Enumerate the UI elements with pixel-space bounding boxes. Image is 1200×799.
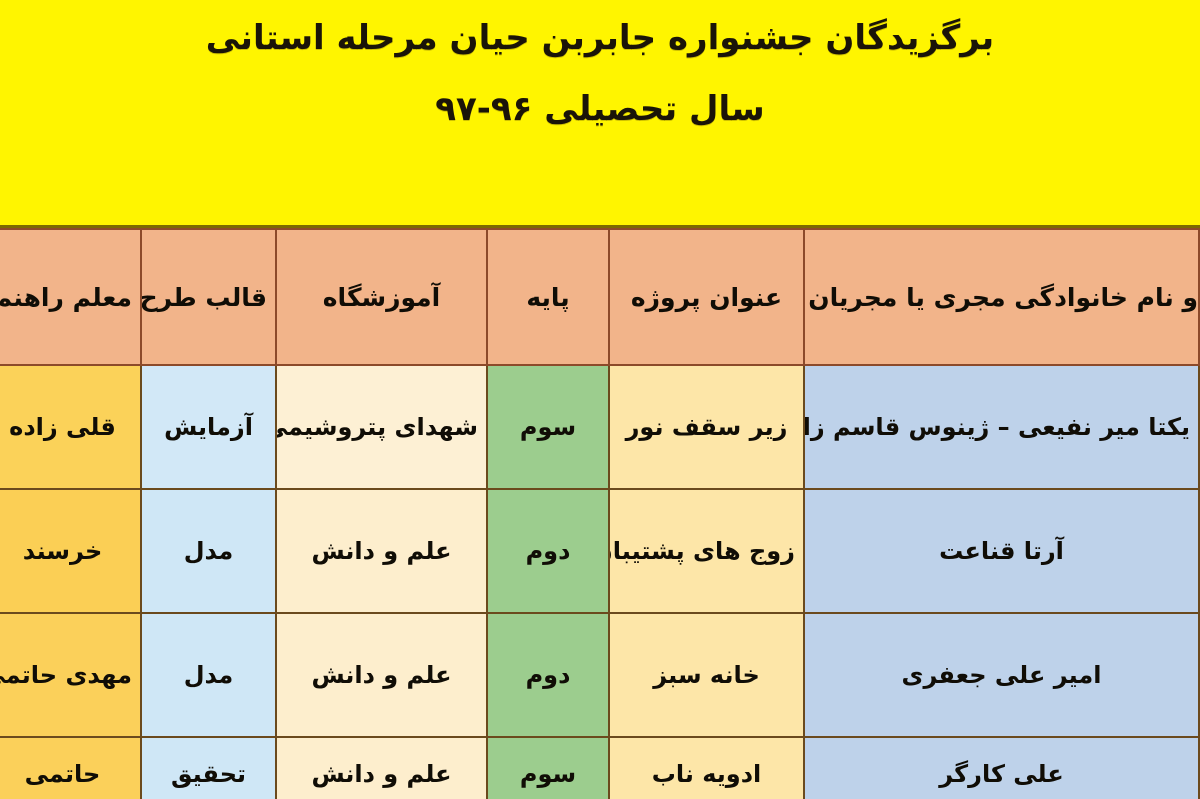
table-row: آرتا قناعت زوج های پشتیبان دوم علم و دان… xyxy=(0,488,1200,614)
cell-school: علم و دانش xyxy=(275,488,488,614)
cell-school: شهدای پتروشیمی xyxy=(275,364,488,490)
table-row: امیر علی جعفری خانه سبز دوم علم و دانش م… xyxy=(0,612,1200,738)
cell-format: تحقیق xyxy=(140,736,277,799)
cell-format: مدل xyxy=(140,488,277,614)
banner-title-line-2: سال تحصیلی ۹۶-۹۷ xyxy=(435,89,765,130)
column-header-project: عنوان پروژه xyxy=(608,228,805,366)
cell-name: آرتا قناعت xyxy=(803,488,1200,614)
cell-grade: سوم xyxy=(486,364,610,490)
table-header-row: و نام خانوادگی مجری یا مجریان طرح عنوان … xyxy=(0,228,1200,366)
banner-title-line-1: برگزیدگان جشنواره جابربن حیان مرحله استا… xyxy=(205,18,995,58)
cell-project: ادویه ناب xyxy=(608,736,805,799)
cell-teacher: مهدی حاتمی xyxy=(0,612,142,738)
title-banner-text: برگزیدگان جشنواره جابربن حیان مرحله استا… xyxy=(120,14,1080,135)
cell-project: زیر سقف نور xyxy=(608,364,805,490)
cell-grade: سوم xyxy=(486,736,610,799)
cell-grade: دوم xyxy=(486,612,610,738)
table-row: علی کارگر ادویه ناب سوم علم و دانش تحقیق… xyxy=(0,736,1200,799)
column-header-school: آموزشگاه xyxy=(275,228,488,366)
column-header-format: قالب طرح xyxy=(140,228,277,366)
column-header-teacher: معلم راهنما xyxy=(0,228,142,366)
column-header-name: و نام خانوادگی مجری یا مجریان طرح xyxy=(803,228,1200,366)
column-header-grade: پایه xyxy=(486,228,610,366)
cell-name: امیر علی جعفری xyxy=(803,612,1200,738)
results-table-container: و نام خانوادگی مجری یا مجریان طرح عنوان … xyxy=(0,228,1200,799)
cell-format: آزمایش xyxy=(140,364,277,490)
title-banner: برگزیدگان جشنواره جابربن حیان مرحله استا… xyxy=(0,0,1200,228)
cell-format: مدل xyxy=(140,612,277,738)
cell-teacher: حاتمی xyxy=(0,736,142,799)
cell-school: علم و دانش xyxy=(275,612,488,738)
cell-project: خانه سبز xyxy=(608,612,805,738)
cell-project: زوج های پشتیبان xyxy=(608,488,805,614)
results-table: و نام خانوادگی مجری یا مجریان طرح عنوان … xyxy=(0,228,1200,799)
cell-school: علم و دانش xyxy=(275,736,488,799)
table-row: یکتا میر نفیعی – ژینوس قاسم زاده زیر سقف… xyxy=(0,364,1200,490)
cell-teacher: خرسند xyxy=(0,488,142,614)
cell-teacher: قلی زاده xyxy=(0,364,142,490)
cell-name: یکتا میر نفیعی – ژینوس قاسم زاده xyxy=(803,364,1200,490)
cell-grade: دوم xyxy=(486,488,610,614)
cell-name: علی کارگر xyxy=(803,736,1200,799)
